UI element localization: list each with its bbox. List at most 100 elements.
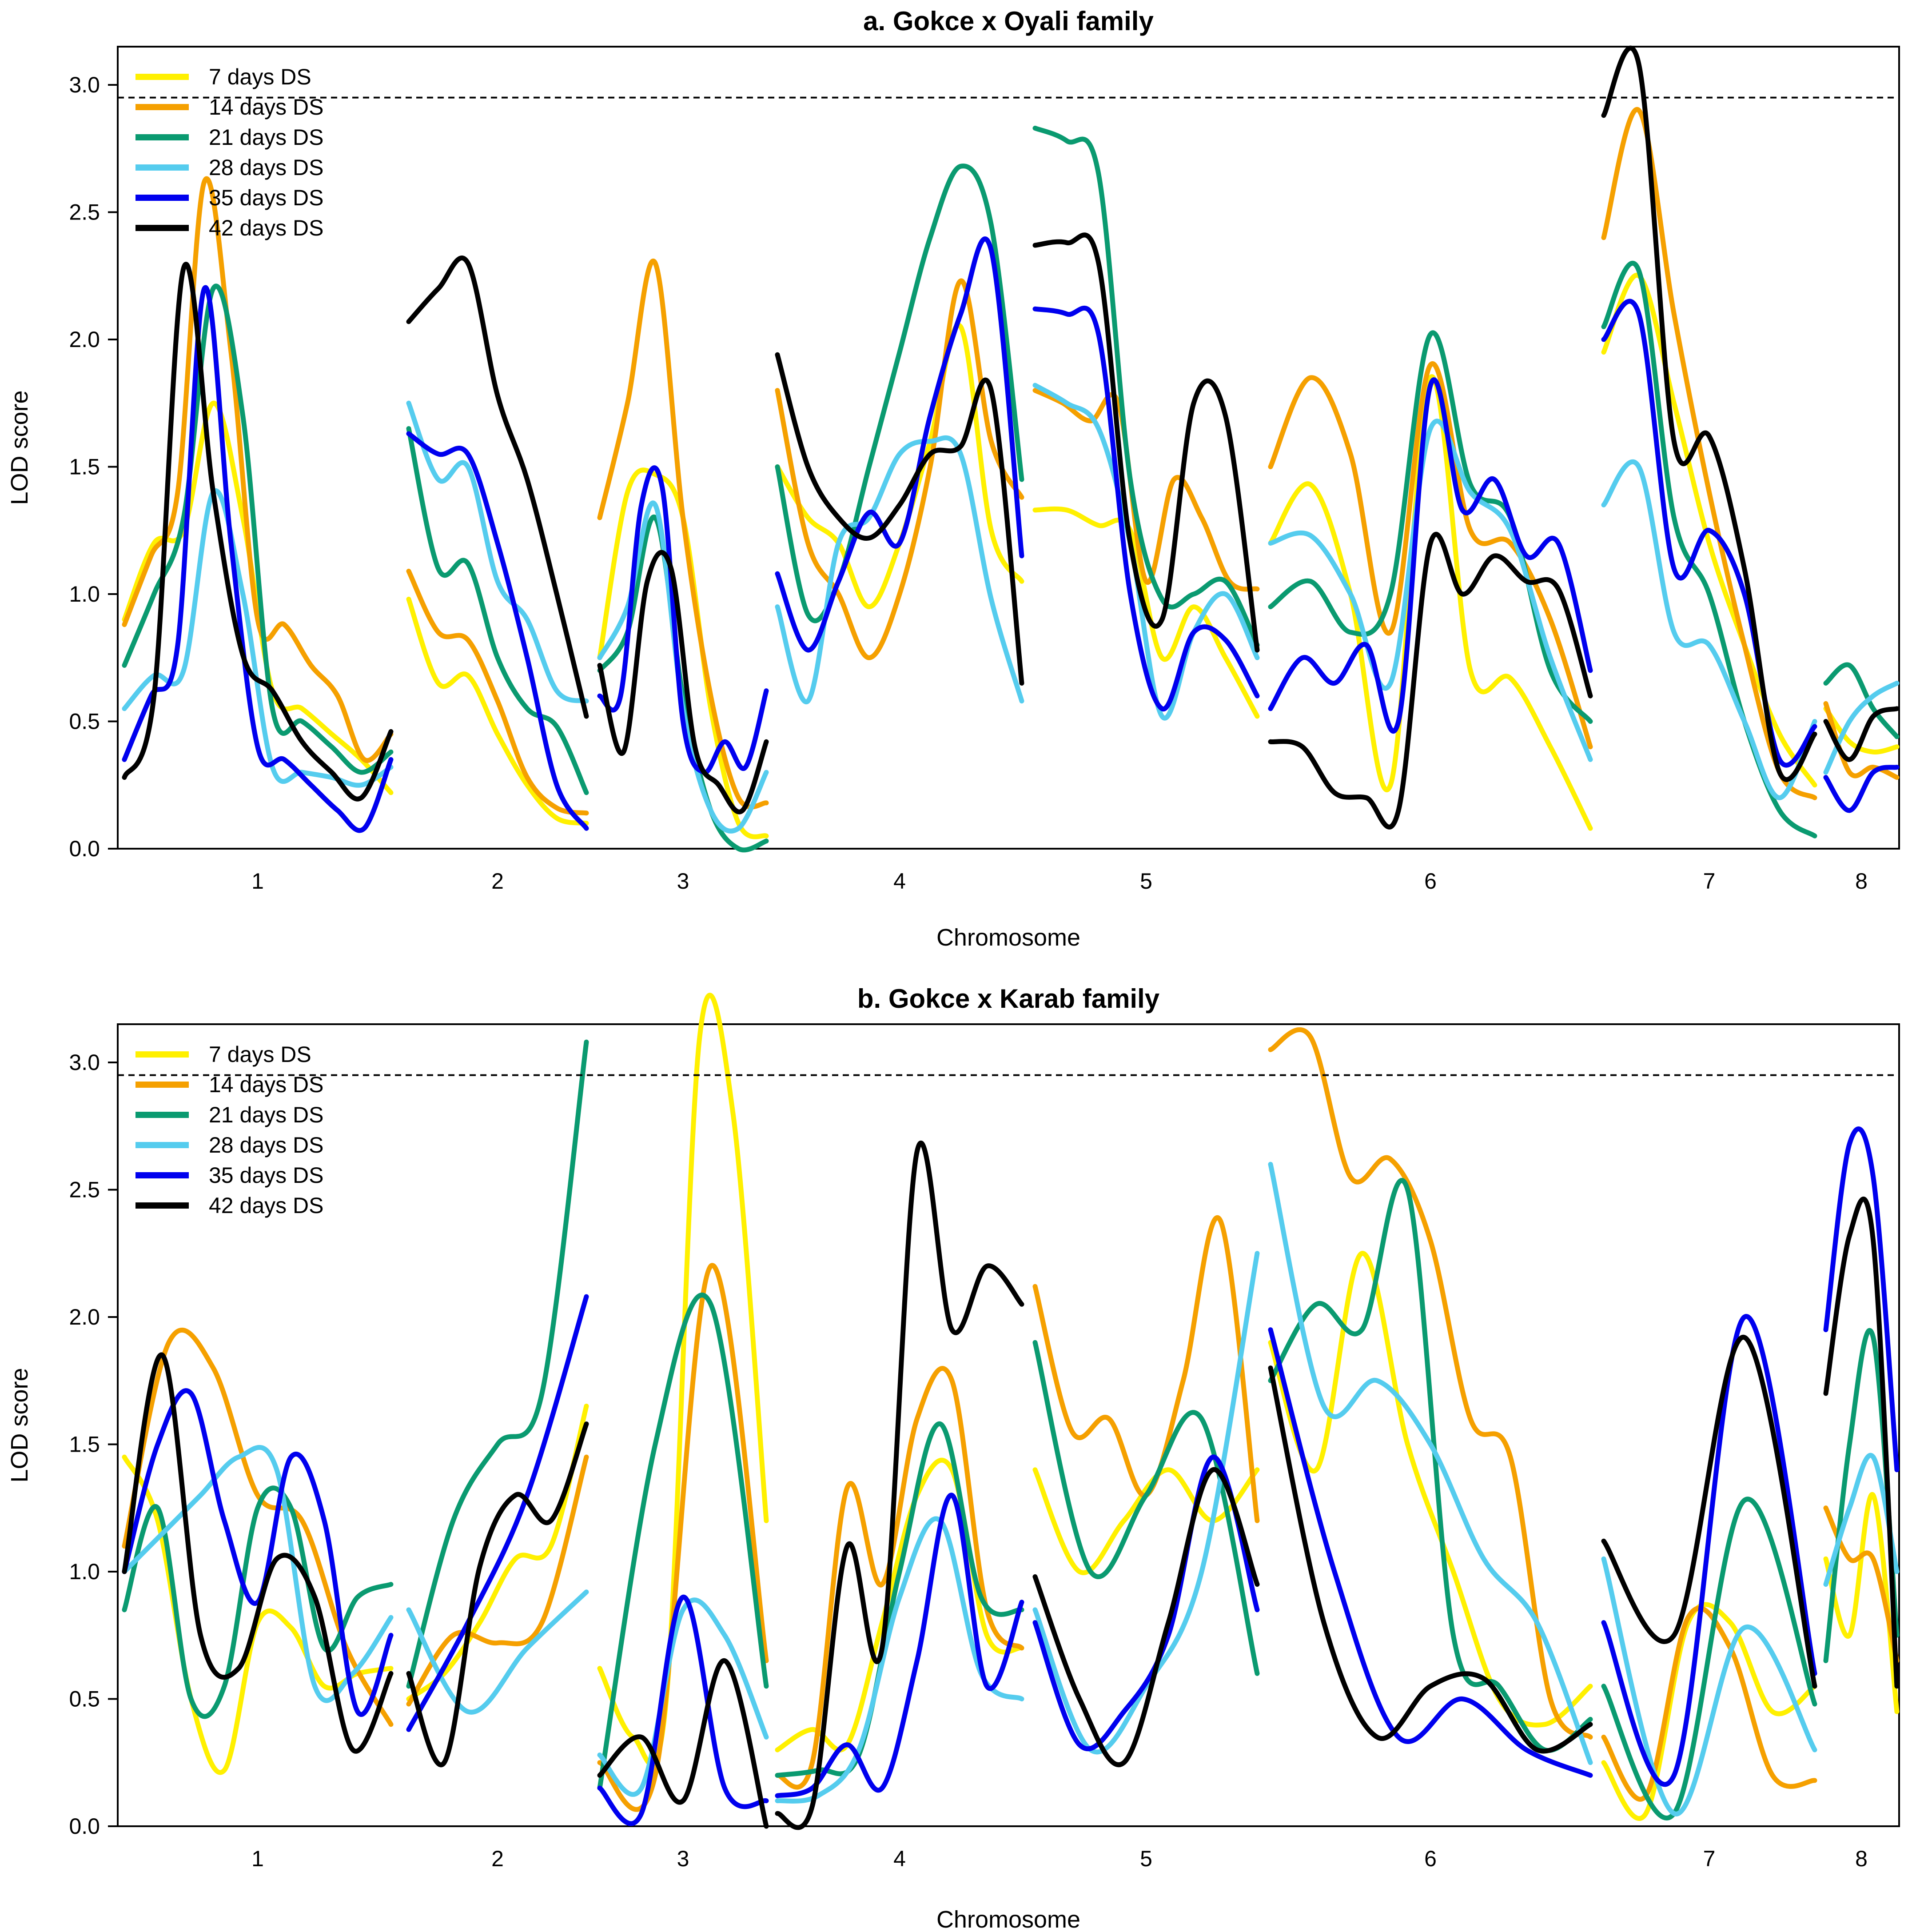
y-tick-label: 2.0	[69, 1305, 100, 1329]
legend-label: 42 days DS	[209, 1193, 323, 1218]
plot-frame	[117, 46, 1900, 850]
x-axis: 1 2 3 4 5 6 7 8	[251, 1846, 1868, 1871]
y-tick-label: 1.5	[69, 454, 100, 479]
y-tick-label: 0.5	[69, 1686, 100, 1711]
series-line-35-days-ds-chr2	[406, 431, 589, 831]
legend-label: 7 days DS	[209, 1042, 311, 1067]
series-line-7-days-ds-chr5	[1032, 506, 1260, 719]
series-line-35-days-ds-chr6	[1268, 377, 1593, 734]
x-chromosome-label: 2	[491, 1846, 504, 1871]
y-tick-label: 3.0	[69, 72, 100, 97]
series-line-42-days-ds-chr2	[406, 1421, 589, 1768]
series-line-35-days-ds-chr7	[1601, 1314, 1817, 1787]
series-line-35-days-ds-chr8	[1823, 1126, 1900, 1473]
series-line-35-days-ds-chr3	[597, 465, 769, 775]
x-chromosome-label: 6	[1424, 869, 1437, 894]
y-tick-label: 0.0	[69, 1814, 100, 1839]
x-chromosome-label: 3	[677, 1846, 689, 1871]
y-axis-label: LOD score	[6, 390, 33, 505]
chart-title: a. Gokce x Oyali family	[863, 6, 1154, 36]
series-line-35-days-ds-chr8	[1823, 765, 1900, 813]
series-line-7-days-ds-chr1	[122, 400, 394, 795]
x-chromosome-label: 5	[1140, 869, 1152, 894]
series-line-21-days-ds-chr4	[775, 164, 1024, 623]
series-line-42-days-ds-chr5	[1032, 232, 1260, 653]
legend: 7 days DS 14 days DS 21 days DS 28 days DS 3…	[135, 64, 323, 240]
y-tick-label: 2.0	[69, 327, 100, 352]
series-line-21-days-ds-chr4	[775, 1421, 1024, 1778]
series-line-21-days-ds-chr8	[1823, 662, 1900, 739]
series-line-14-days-ds-chr1	[122, 176, 394, 763]
legend-label: 28 days DS	[209, 1133, 323, 1158]
y-tick-label: 2.5	[69, 1177, 100, 1202]
y-tick-label: 1.5	[69, 1432, 100, 1457]
series-line-42-days-ds-chr7	[1601, 45, 1817, 782]
series-line-21-days-ds-chr3	[597, 1293, 769, 1791]
x-chromosome-label: 7	[1703, 1846, 1716, 1871]
x-chromosome-label: 7	[1703, 869, 1716, 894]
series-line-28-days-ds-chr7	[1601, 1556, 1817, 1816]
series-line-42-days-ds-chr3	[597, 550, 769, 814]
series-line-42-days-ds-chr4	[775, 1140, 1024, 1830]
series-line-42-days-ds-chr6	[1268, 531, 1593, 830]
series-line-21-days-ds-chr7	[1601, 1497, 1817, 1820]
series-line-28-days-ds-chr2	[406, 1589, 589, 1715]
series-line-21-days-ds-chr1	[122, 1485, 394, 1719]
x-chromosome-label: 3	[677, 869, 689, 894]
series-line-35-days-ds-chr3	[597, 1594, 769, 1826]
y-tick-label: 0.5	[69, 709, 100, 734]
series-line-21-days-ds-chr1	[122, 283, 394, 775]
x-chromosome-label: 1	[251, 1846, 264, 1871]
series-line-28-days-ds-chr1	[122, 488, 394, 788]
y-tick-label: 3.0	[69, 1050, 100, 1075]
legend: 7 days DS 14 days DS 21 days DS 28 days DS 3…	[135, 1042, 323, 1218]
series-line-42-days-ds-chr5	[1032, 1467, 1260, 1768]
x-axis: 1 2 3 4 5 6 7 8	[251, 869, 1868, 894]
series-line-28-days-ds-chr3	[597, 1597, 769, 1797]
x-chromosome-label: 8	[1855, 869, 1868, 894]
series-line-7-days-ds-chr1	[122, 1454, 394, 1775]
series-line-35-days-ds-chr4	[775, 1493, 1024, 1798]
legend-label: 21 days DS	[209, 1102, 323, 1127]
y-axis-label: LOD score	[6, 1368, 33, 1482]
series-line-28-days-ds-chr7	[1601, 459, 1817, 800]
y-tick-label: 2.5	[69, 200, 100, 224]
series-line-42-days-ds-chr7	[1601, 1335, 1817, 1689]
series-line-42-days-ds-chr3	[597, 1658, 769, 1829]
series-group	[122, 45, 1900, 853]
series-line-14-days-ds-chr3	[597, 259, 769, 810]
x-axis-label: Chromosome	[936, 1906, 1080, 1932]
legend-label: 14 days DS	[209, 95, 323, 120]
series-line-21-days-ds-chr2	[406, 426, 589, 795]
x-chromosome-label: 5	[1140, 1846, 1152, 1871]
x-chromosome-label: 8	[1855, 1846, 1868, 1871]
chart-panel-a: a. Gokce x Oyali family 0.0 0.5 1.0 1.5 2.0 2.…	[6, 6, 1900, 951]
series-line-14-days-ds-chr5	[1032, 388, 1260, 592]
series-line-28-days-ds-chr1	[122, 1445, 394, 1703]
x-chromosome-label: 6	[1424, 1846, 1437, 1871]
series-line-14-days-ds-chr2	[406, 568, 589, 816]
series-line-28-days-ds-chr4	[775, 435, 1024, 705]
series-line-28-days-ds-chr6	[1268, 1162, 1593, 1765]
y-axis: 0.0 0.5 1.0 1.5 2.0 2.5 3.0	[69, 1050, 118, 1839]
series-line-14-days-ds-chr2	[406, 1454, 589, 1707]
plot-frame	[117, 1023, 1900, 1827]
series-line-7-days-ds-chr2	[406, 1404, 589, 1701]
y-tick-label: 1.0	[69, 1559, 100, 1584]
series-line-28-days-ds-chr8	[1823, 681, 1900, 775]
x-chromosome-label: 4	[893, 869, 906, 894]
legend-label: 14 days DS	[209, 1072, 323, 1097]
series-line-28-days-ds-chr4	[775, 1516, 1024, 1804]
series-line-7-days-ds-chr4	[775, 1457, 1024, 1752]
series-line-21-days-ds-chr6	[1268, 1178, 1593, 1753]
series-line-14-days-ds-chr7	[1601, 107, 1817, 800]
x-chromosome-label: 4	[893, 1846, 906, 1871]
chart-panel-b: b. Gokce x Karab family 0.0 0.5 1.0 1.5 2.0 2.…	[6, 984, 1900, 1932]
series-line-7-days-ds-chr2	[406, 596, 589, 826]
series-line-35-days-ds-chr7	[1601, 299, 1817, 768]
series-line-42-days-ds-chr8	[1823, 1196, 1900, 1689]
series-line-35-days-ds-chr2	[406, 1294, 589, 1732]
series-line-14-days-ds-chr3	[597, 1263, 769, 1812]
y-axis: 0.0 0.5 1.0 1.5 2.0 2.5 3.0	[69, 72, 118, 861]
